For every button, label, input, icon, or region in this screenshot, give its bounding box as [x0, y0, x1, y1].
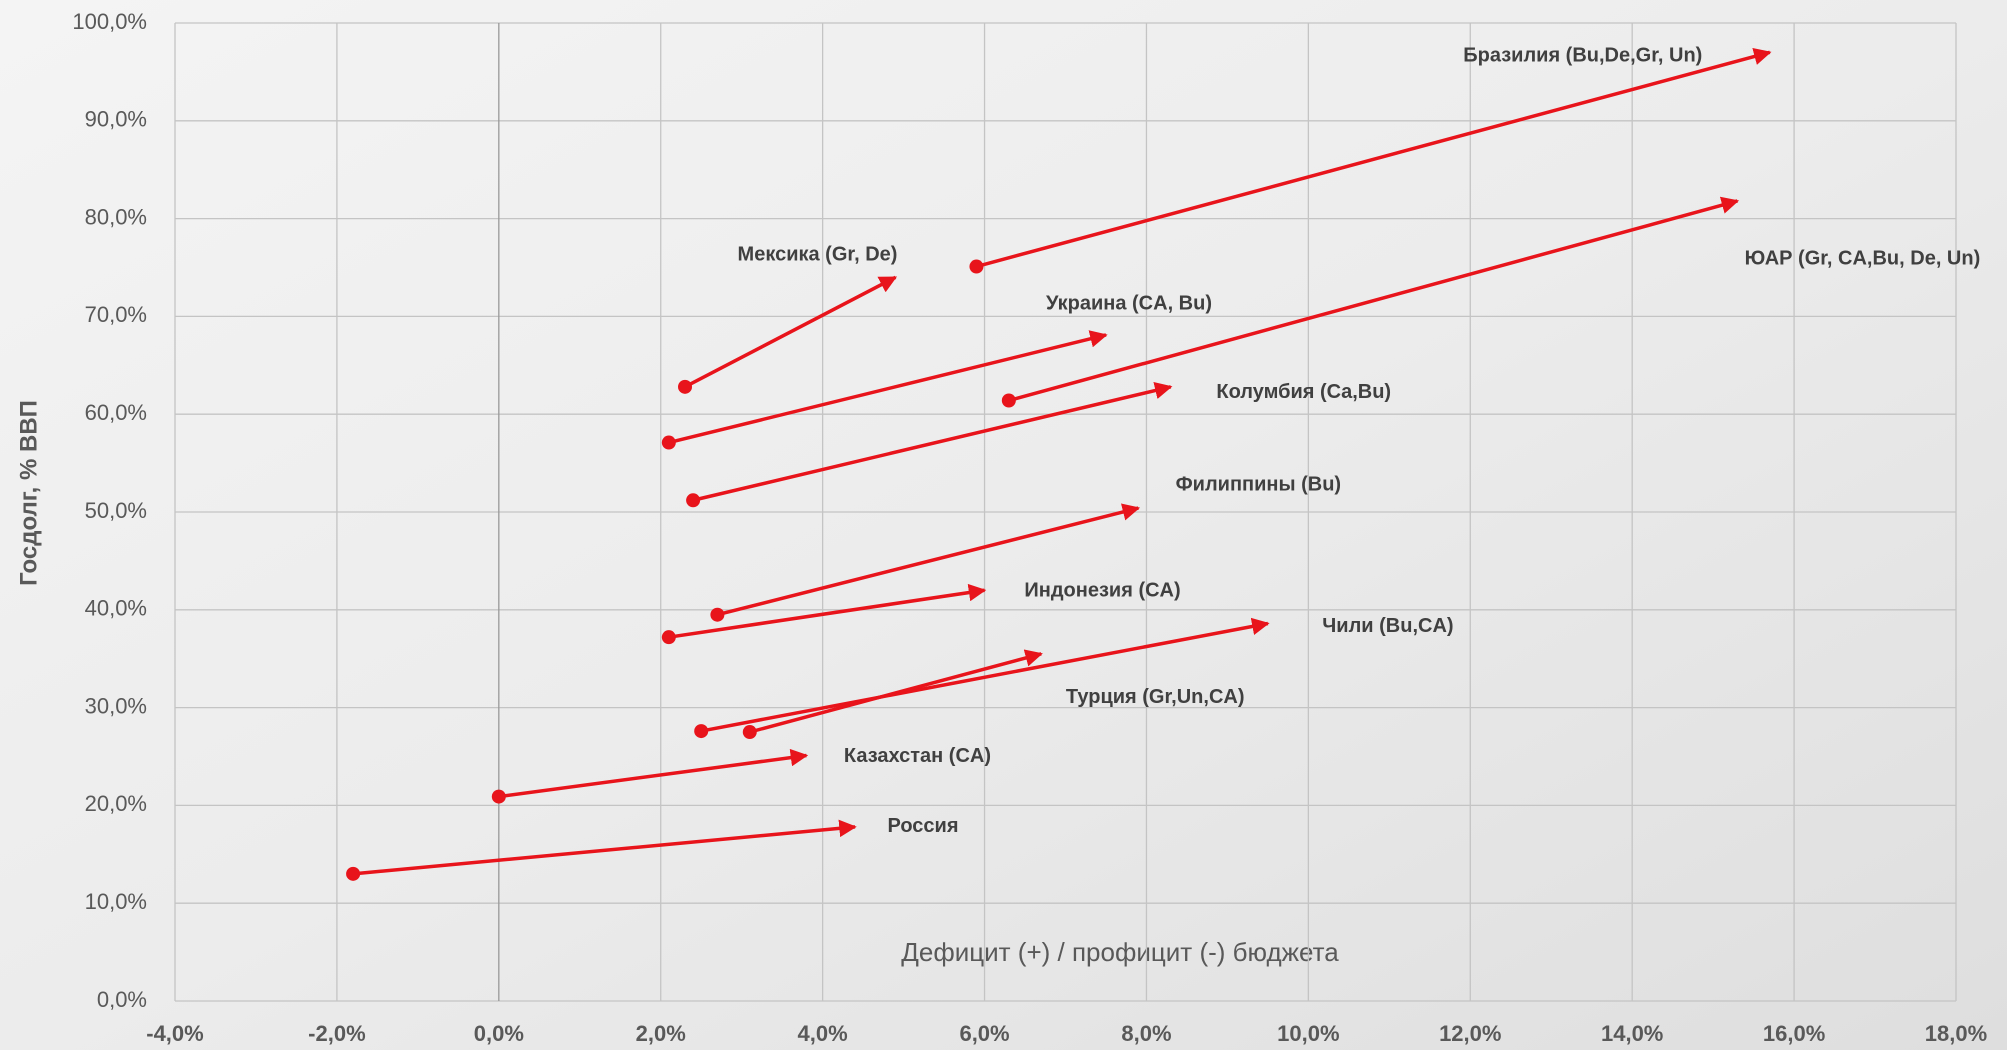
y-tick-label: 50,0%: [85, 498, 147, 523]
x-tick-label: 16,0%: [1763, 1021, 1825, 1046]
country-label: Колумбия (Ca,Bu): [1216, 381, 1391, 403]
arrow: [749, 649, 1043, 734]
start-point: [694, 724, 709, 739]
arrow: [668, 583, 987, 639]
arrow: [684, 275, 898, 389]
arrow: [692, 381, 1173, 502]
x-tick-label: 4,0%: [798, 1021, 848, 1046]
y-tick-label: 0,0%: [97, 987, 147, 1012]
y-tick-label: 100,0%: [72, 9, 147, 34]
country-label: Бразилия (Bu,De,Gr, Un): [1463, 45, 1702, 67]
y-tick-label: 40,0%: [85, 596, 147, 621]
x-tick-label: 18,0%: [1925, 1021, 1987, 1046]
x-tick-label: -2,0%: [308, 1021, 365, 1046]
country-label: Турция (Gr,Un,CA): [1066, 686, 1245, 708]
y-tick-label: 10,0%: [85, 889, 147, 914]
x-axis-title: Дефицит (+) / профицит (-) бюджета: [901, 937, 1339, 967]
country-label: Украина (CA, Bu): [1046, 292, 1212, 314]
country-label: Россия: [888, 815, 959, 837]
start-point: [661, 630, 676, 645]
start-point: [1001, 393, 1016, 408]
start-point: [661, 435, 676, 450]
arrow: [716, 503, 1141, 617]
y-axis-title: Госдолг, % ВВП: [15, 400, 42, 586]
x-tick-label: 14,0%: [1601, 1021, 1663, 1046]
y-tick-label: 70,0%: [85, 302, 147, 327]
arrow: [1008, 196, 1740, 403]
start-point: [678, 379, 693, 394]
arrow: [975, 47, 1772, 269]
start-point: [491, 789, 506, 804]
y-tick-label: 90,0%: [85, 107, 147, 132]
x-tick-label: 8,0%: [1121, 1021, 1171, 1046]
start-point: [742, 725, 757, 740]
x-tick-label: 2,0%: [636, 1021, 686, 1046]
arrow: [700, 617, 1270, 733]
start-point: [710, 607, 725, 622]
start-point: [969, 259, 984, 274]
country-label: ЮАР (Gr, CA,Bu, De, Un): [1745, 247, 1981, 269]
start-point: [686, 493, 701, 508]
arrow: [498, 748, 809, 799]
start-point: [346, 866, 361, 881]
country-label: Чили (Bu,CA): [1322, 615, 1453, 637]
x-tick-label: -4,0%: [146, 1021, 203, 1046]
country-label: Индонезия (CA): [1024, 580, 1180, 602]
y-tick-label: 20,0%: [85, 791, 147, 816]
arrow: [352, 819, 857, 876]
country-label: Филиппины (Bu): [1176, 473, 1342, 495]
x-tick-label: 0,0%: [474, 1021, 524, 1046]
y-tick-label: 60,0%: [85, 400, 147, 425]
arrow: [668, 330, 1108, 445]
y-tick-label: 30,0%: [85, 693, 147, 718]
country-label: Мексика (Gr, De): [738, 244, 898, 266]
x-tick-label: 6,0%: [959, 1021, 1009, 1046]
country-label: Казахстан (CA): [844, 745, 991, 767]
x-tick-label: 12,0%: [1439, 1021, 1501, 1046]
y-tick-label: 80,0%: [85, 204, 147, 229]
x-tick-label: 10,0%: [1277, 1021, 1339, 1046]
